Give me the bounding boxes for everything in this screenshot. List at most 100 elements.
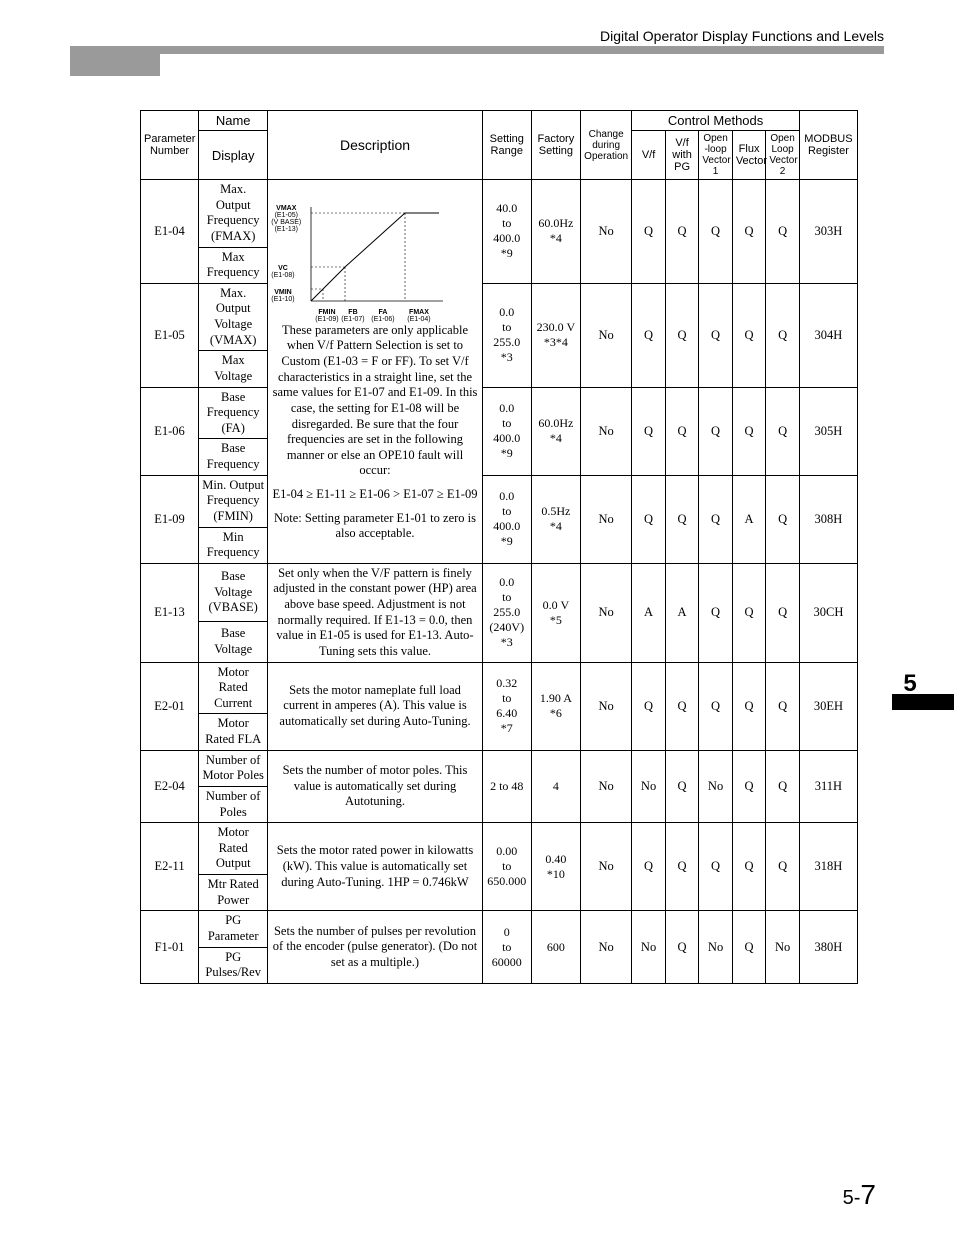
table-row: E1-13Base Voltage (VBASE)Set only when t…	[141, 563, 858, 621]
table-cell-name: Base Frequency (FA)	[199, 387, 268, 439]
th-cm-vf-pg: V/f with PG	[665, 131, 699, 180]
table-cell-cm: No	[766, 911, 800, 984]
th-cm-olv2: Open Loop Vector 2	[766, 131, 800, 180]
table-cell-modbus: 30EH	[799, 662, 857, 750]
header-tab	[70, 54, 160, 76]
vf-curve	[305, 207, 445, 307]
table-cell-change: No	[580, 180, 631, 284]
table-cell-cm: No	[632, 911, 666, 984]
table-cell-cm: Q	[632, 180, 666, 284]
table-cell-name: Base Voltage (VBASE)	[199, 563, 268, 621]
table-cell-pnum: E1-05	[141, 283, 199, 387]
table-cell-description-shared: VMAX(E1-05)(V BASE)(E1-13)VC(E1-08)VMIN(…	[268, 180, 482, 564]
table-cell-name: PG Parameter	[199, 911, 268, 947]
table-cell-cm: Q	[665, 662, 699, 750]
table-cell-cm: Q	[665, 475, 699, 563]
table-cell-factory: 60.0Hz*4	[531, 387, 580, 475]
table-cell-modbus: 311H	[799, 750, 857, 823]
table-cell-cm: Q	[632, 387, 666, 475]
table-cell-modbus: 308H	[799, 475, 857, 563]
table-cell-display: Min Frequency	[199, 527, 268, 563]
table-cell-cm: Q	[665, 911, 699, 984]
table-cell-cm: Q	[632, 283, 666, 387]
table-row: E1-04Max. Output Frequency (FMAX)VMAX(E1…	[141, 180, 858, 248]
table-cell-description: Sets the motor nameplate full load curre…	[268, 662, 482, 750]
table-cell-change: No	[580, 475, 631, 563]
table-cell-pnum: F1-01	[141, 911, 199, 984]
table-cell-factory: 1.90 A*6	[531, 662, 580, 750]
table-cell-range: 0.32to6.40*7	[482, 662, 531, 750]
table-cell-cm: Q	[665, 387, 699, 475]
table-cell-factory: 600	[531, 911, 580, 984]
th-change-during-op: Change during Operation	[580, 111, 631, 180]
table-cell-cm: Q	[732, 283, 766, 387]
th-param-number: Parameter Number	[141, 111, 199, 180]
table-cell-cm: A	[665, 563, 699, 662]
th-display: Display	[199, 131, 268, 180]
table-cell-cm: Q	[665, 180, 699, 284]
table-cell-cm: A	[632, 563, 666, 662]
table-cell-cm: A	[732, 475, 766, 563]
table-cell-pnum: E1-06	[141, 387, 199, 475]
page-header-title: Digital Operator Display Functions and L…	[70, 28, 884, 44]
table-cell-change: No	[580, 387, 631, 475]
table-cell-cm: Q	[699, 823, 733, 911]
table-cell-cm: Q	[732, 180, 766, 284]
table-cell-pnum: E1-04	[141, 180, 199, 284]
table-cell-pnum: E1-09	[141, 475, 199, 563]
table-cell-pnum: E2-04	[141, 750, 199, 823]
table-cell-pnum: E2-01	[141, 662, 199, 750]
table-cell-description: Sets the number of motor poles. This val…	[268, 750, 482, 823]
table-cell-cm: Q	[665, 823, 699, 911]
table-cell-change: No	[580, 662, 631, 750]
table-cell-factory: 230.0 V*3*4	[531, 283, 580, 387]
table-cell-cm: Q	[766, 662, 800, 750]
table-cell-range: 0.0to400.0*9	[482, 387, 531, 475]
table-cell-display: Base Voltage	[199, 621, 268, 662]
table-cell-display: Motor Rated FLA	[199, 714, 268, 750]
table-cell-cm: Q	[766, 750, 800, 823]
table-row: E2-11Motor Rated OutputSets the motor ra…	[141, 823, 858, 875]
table-cell-cm: Q	[766, 283, 800, 387]
table-row: E2-01Motor Rated CurrentSets the motor n…	[141, 662, 858, 714]
table-cell-cm: Q	[665, 750, 699, 823]
header-rule	[70, 46, 884, 54]
table-cell-cm: Q	[699, 180, 733, 284]
shared-desc-body: These parameters are only applicable whe…	[271, 323, 478, 479]
table-cell-factory: 60.0Hz*4	[531, 180, 580, 284]
table-cell-display: Number of Poles	[199, 786, 268, 822]
table-cell-display: Base Frequency	[199, 439, 268, 475]
table-cell-factory: 0.0 V*5	[531, 563, 580, 662]
table-cell-modbus: 380H	[799, 911, 857, 984]
table-cell-cm: Q	[699, 387, 733, 475]
table-cell-display: Max Frequency	[199, 247, 268, 283]
page-number-section: 5-	[843, 1187, 861, 1209]
table-body: E1-04Max. Output Frequency (FMAX)VMAX(E1…	[141, 180, 858, 984]
table-cell-cm: Q	[766, 180, 800, 284]
table-cell-factory: 4	[531, 750, 580, 823]
page-number-page: 7	[860, 1179, 876, 1210]
table-cell-name: Motor Rated Output	[199, 823, 268, 875]
table-cell-range: 0.0to400.0*9	[482, 475, 531, 563]
table-cell-cm: Q	[699, 563, 733, 662]
table-cell-cm: No	[632, 750, 666, 823]
table-cell-name: Max. Output Frequency (FMAX)	[199, 180, 268, 248]
parameter-table: Parameter Number Name Description Settin…	[140, 110, 858, 984]
table-cell-change: No	[580, 911, 631, 984]
table-cell-cm: Q	[766, 475, 800, 563]
table-cell-name: Motor Rated Current	[199, 662, 268, 714]
table-cell-display: Max Voltage	[199, 351, 268, 387]
page-number: 5-7	[843, 1179, 876, 1211]
table-cell-range: 40.0to400.0*9	[482, 180, 531, 284]
th-setting-range: Setting Range	[482, 111, 531, 180]
table-cell-cm: Q	[699, 662, 733, 750]
table-cell-range: 0.0to255.0(240V)*3	[482, 563, 531, 662]
table-cell-cm: Q	[732, 750, 766, 823]
table-cell-name: Number of Motor Poles	[199, 750, 268, 786]
table-cell-description: Sets the number of pulses per revolution…	[268, 911, 482, 984]
th-cm-olv1: Open -loop Vector 1	[699, 131, 733, 180]
table-cell-change: No	[580, 823, 631, 911]
table-cell-cm: No	[699, 750, 733, 823]
table-cell-description: Sets the motor rated power in kilowatts …	[268, 823, 482, 911]
table-cell-modbus: 318H	[799, 823, 857, 911]
